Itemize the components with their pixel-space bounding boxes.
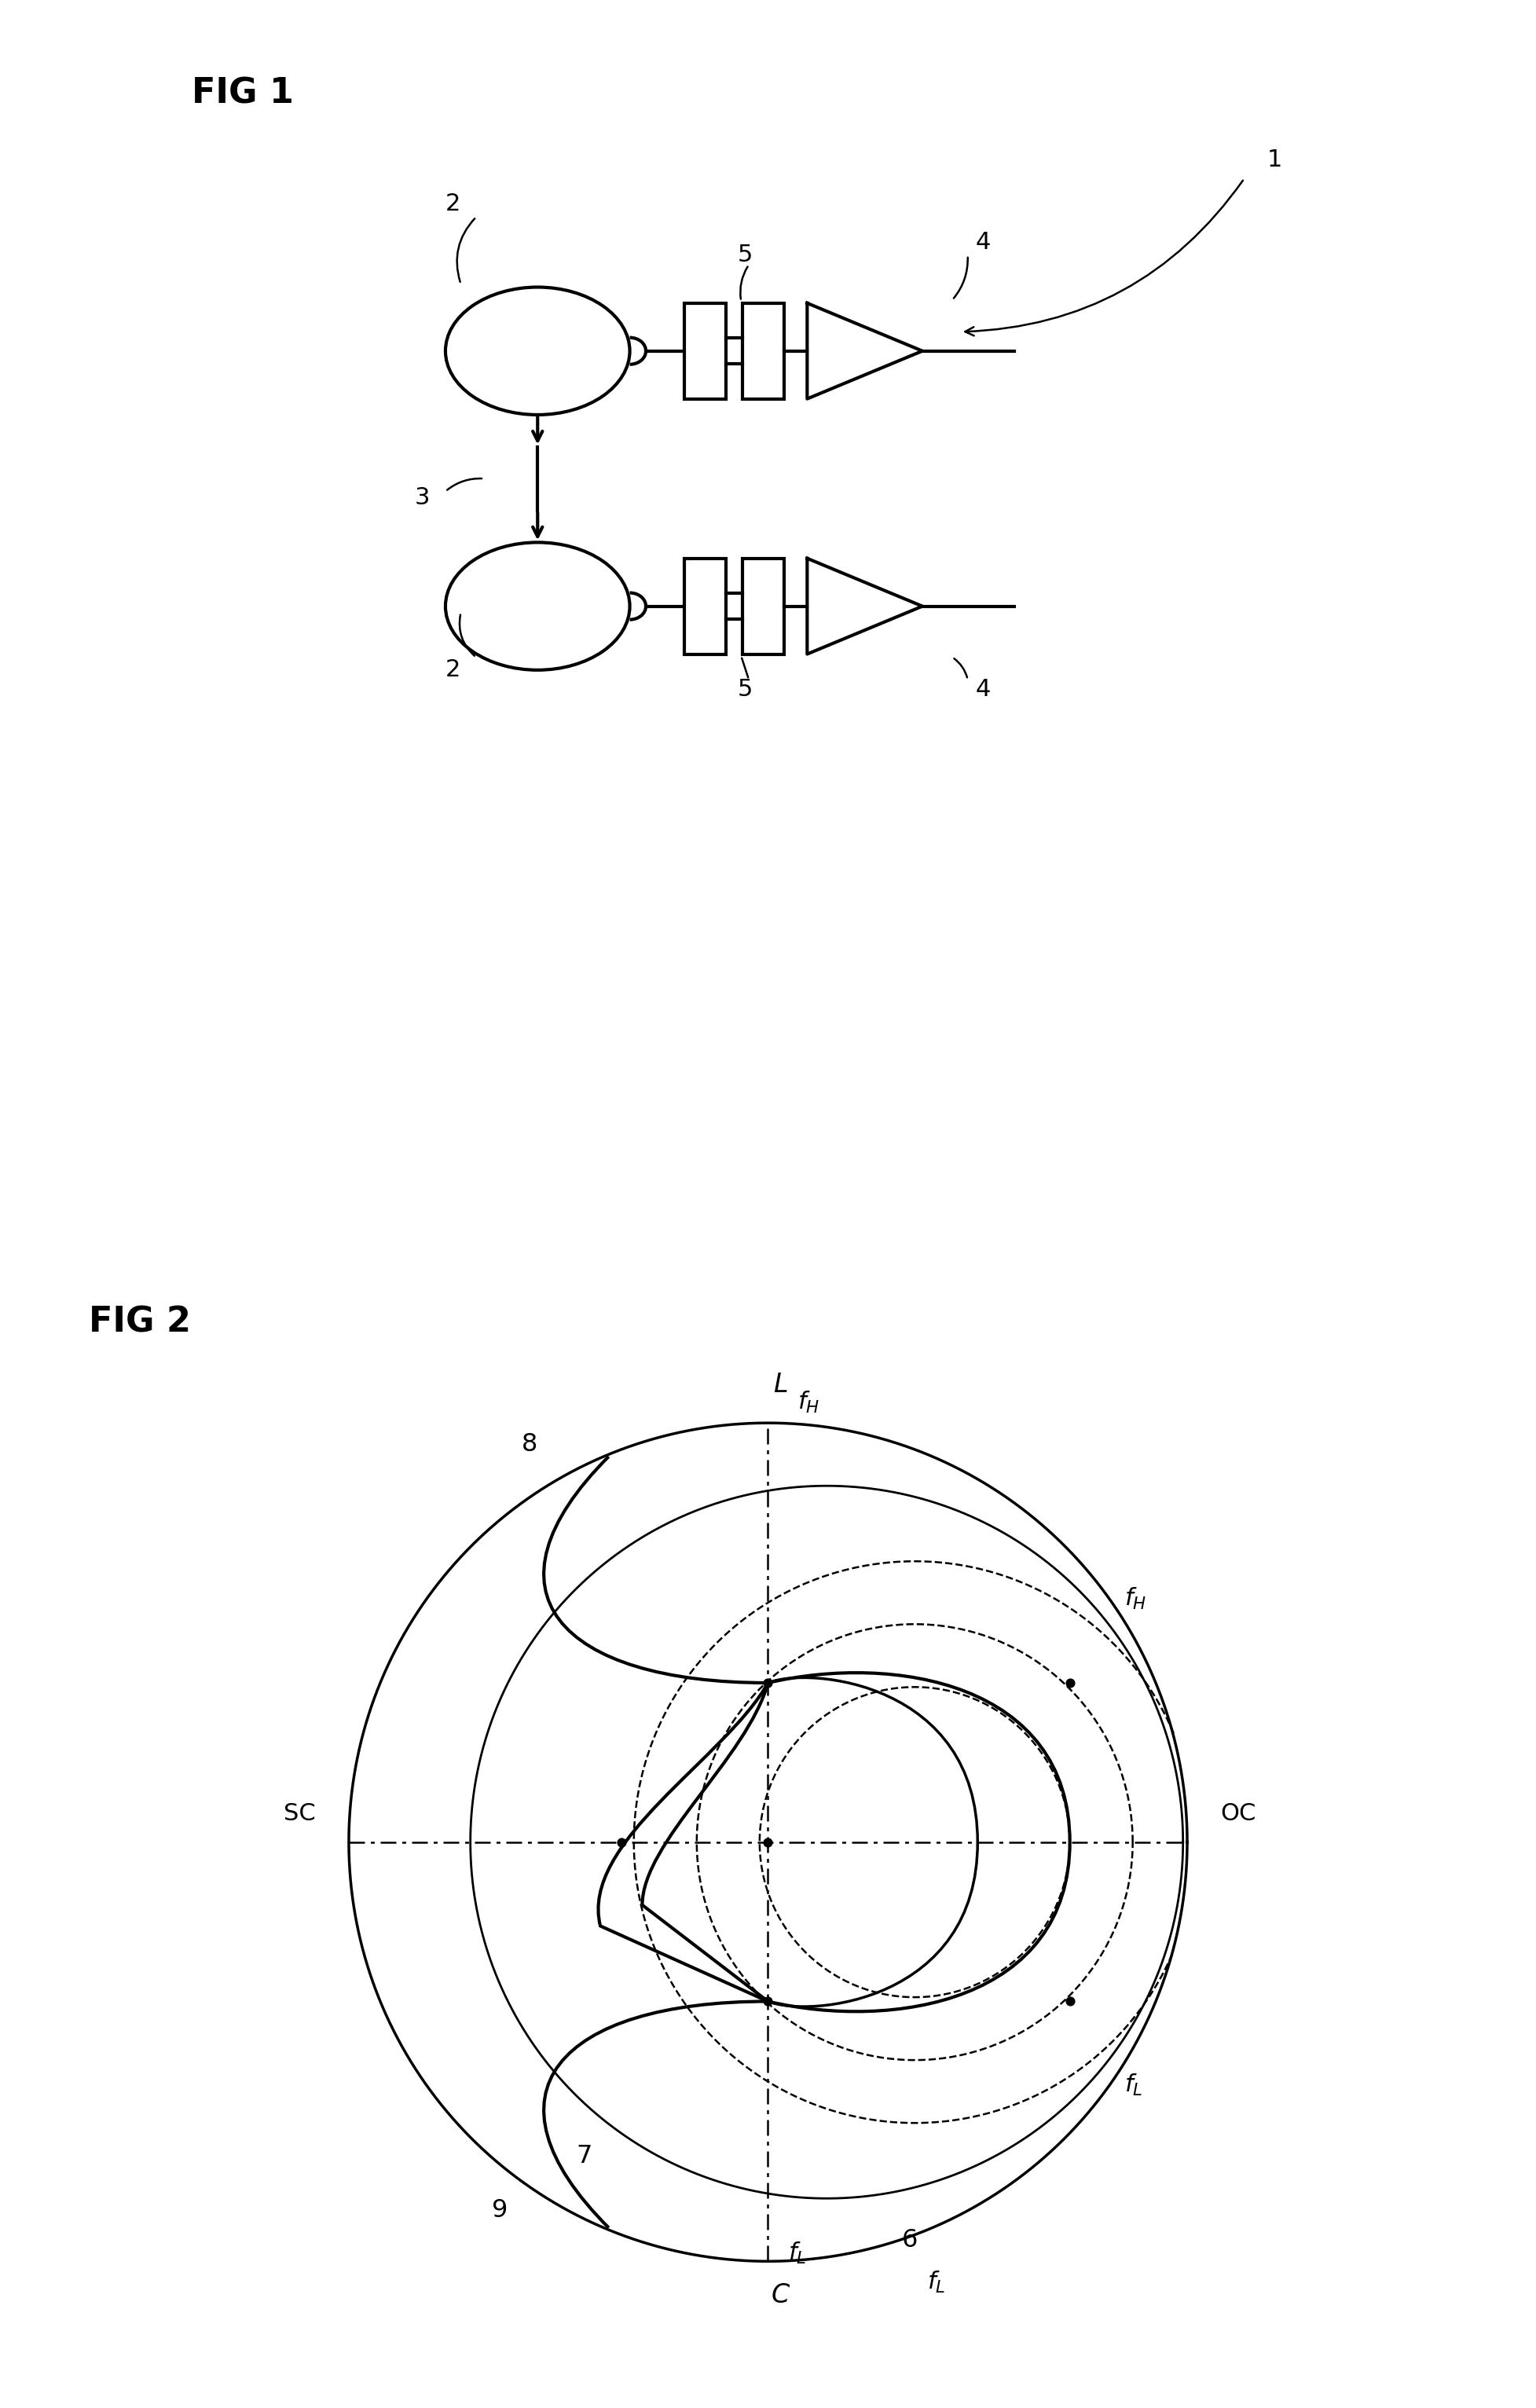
Bar [684, 303, 727, 400]
Bar [742, 559, 783, 655]
Text: $f_H$: $f_H$ [1124, 1587, 1146, 1611]
Text: 2: 2 [445, 660, 461, 681]
Text: $f_L$: $f_L$ [1124, 2073, 1143, 2097]
Text: 4: 4 [975, 231, 991, 253]
Text: 6: 6 [902, 2227, 919, 2251]
Text: $f_L$: $f_L$ [788, 2239, 806, 2266]
Point [756, 1982, 780, 2020]
Text: 7: 7 [576, 2143, 591, 2167]
Text: 4: 4 [975, 677, 991, 701]
Bar [742, 303, 783, 400]
Text: $f_H$: $f_H$ [797, 1389, 820, 1413]
Text: 9: 9 [492, 2199, 508, 2223]
Point [608, 1823, 633, 1861]
Text: $f_L$: $f_L$ [928, 2271, 946, 2295]
Text: C: C [771, 2283, 790, 2309]
Text: 5: 5 [737, 677, 753, 701]
Point [756, 1823, 780, 1861]
Text: 8: 8 [521, 1433, 538, 1457]
Text: FIG 2: FIG 2 [89, 1305, 190, 1339]
Point [756, 1664, 780, 1702]
Text: 1: 1 [1267, 149, 1283, 171]
Bar [684, 559, 727, 655]
Text: 2: 2 [445, 193, 461, 217]
Text: FIG 1: FIG 1 [192, 77, 293, 111]
Point [1057, 1982, 1081, 2020]
Text: OC: OC [1221, 1804, 1256, 1825]
Text: 3: 3 [415, 486, 430, 508]
Point [1057, 1664, 1081, 1702]
Text: 5: 5 [737, 243, 753, 267]
Text: SC: SC [283, 1804, 315, 1825]
Text: L: L [773, 1373, 788, 1397]
